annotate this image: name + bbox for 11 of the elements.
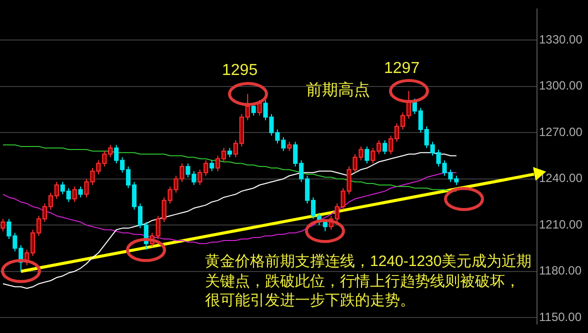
y-tick-label: 1300.00 (539, 78, 583, 93)
y-tick-label: 1150.00 (539, 310, 582, 324)
annotation: 1297 (384, 60, 420, 78)
y-tick-label: 1270.00 (539, 124, 583, 139)
y-tick-label: 1330.00 (539, 32, 583, 46)
y-tick-label: 1180.00 (539, 264, 582, 278)
y-tick-label: 1210.00 (539, 217, 583, 232)
annotation: 黄金价格前期支撑连线，1240-1230美元成为近期关键点，跌破此位，行情上行趋势线则被破坏，很可能引发进一步下跌的走势。 (205, 252, 533, 310)
y-tick-label: 1240.00 (539, 171, 583, 186)
annotation: 1295 (222, 62, 258, 80)
annotation: 前期高点 (306, 80, 370, 101)
